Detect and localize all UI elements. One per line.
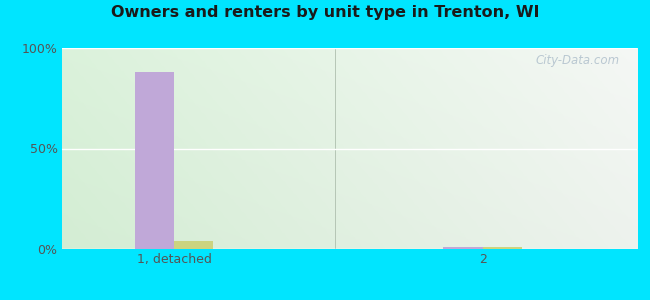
Bar (174, 241, 213, 249)
Bar (443, 247, 483, 249)
Bar (135, 72, 174, 249)
Text: City-Data.com: City-Data.com (536, 54, 619, 67)
Bar (483, 247, 522, 249)
Text: Owners and renters by unit type in Trenton, WI: Owners and renters by unit type in Trent… (111, 4, 540, 20)
